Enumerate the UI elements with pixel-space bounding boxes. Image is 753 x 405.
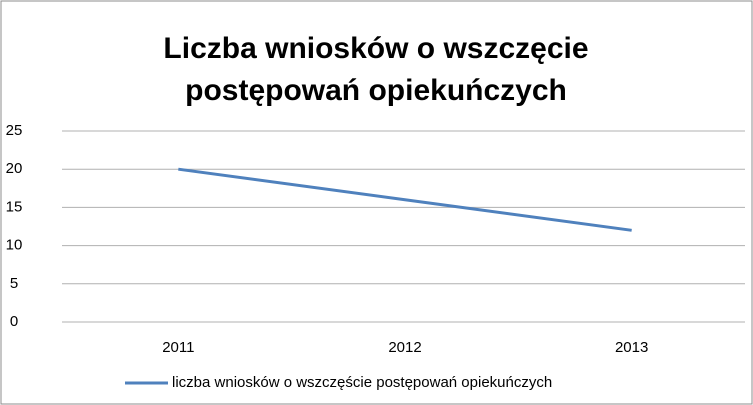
y-tick-label: 15 <box>6 198 23 215</box>
y-tick-label: 5 <box>10 275 18 292</box>
y-tick-label: 20 <box>6 160 23 177</box>
x-tick-label: 2012 <box>388 339 421 356</box>
y-tick-label: 10 <box>6 237 23 254</box>
x-tick-label: 2013 <box>615 339 648 356</box>
y-tick-label: 0 <box>10 313 18 330</box>
legend-label: liczba wniosków o wszczęście postępowań … <box>172 374 552 391</box>
y-tick-label: 25 <box>6 122 23 139</box>
chart-title: Liczba wniosków o wszczęcie postępowań o… <box>163 32 589 107</box>
line-series <box>178 167 632 232</box>
x-tick-label: 2011 <box>162 339 194 356</box>
